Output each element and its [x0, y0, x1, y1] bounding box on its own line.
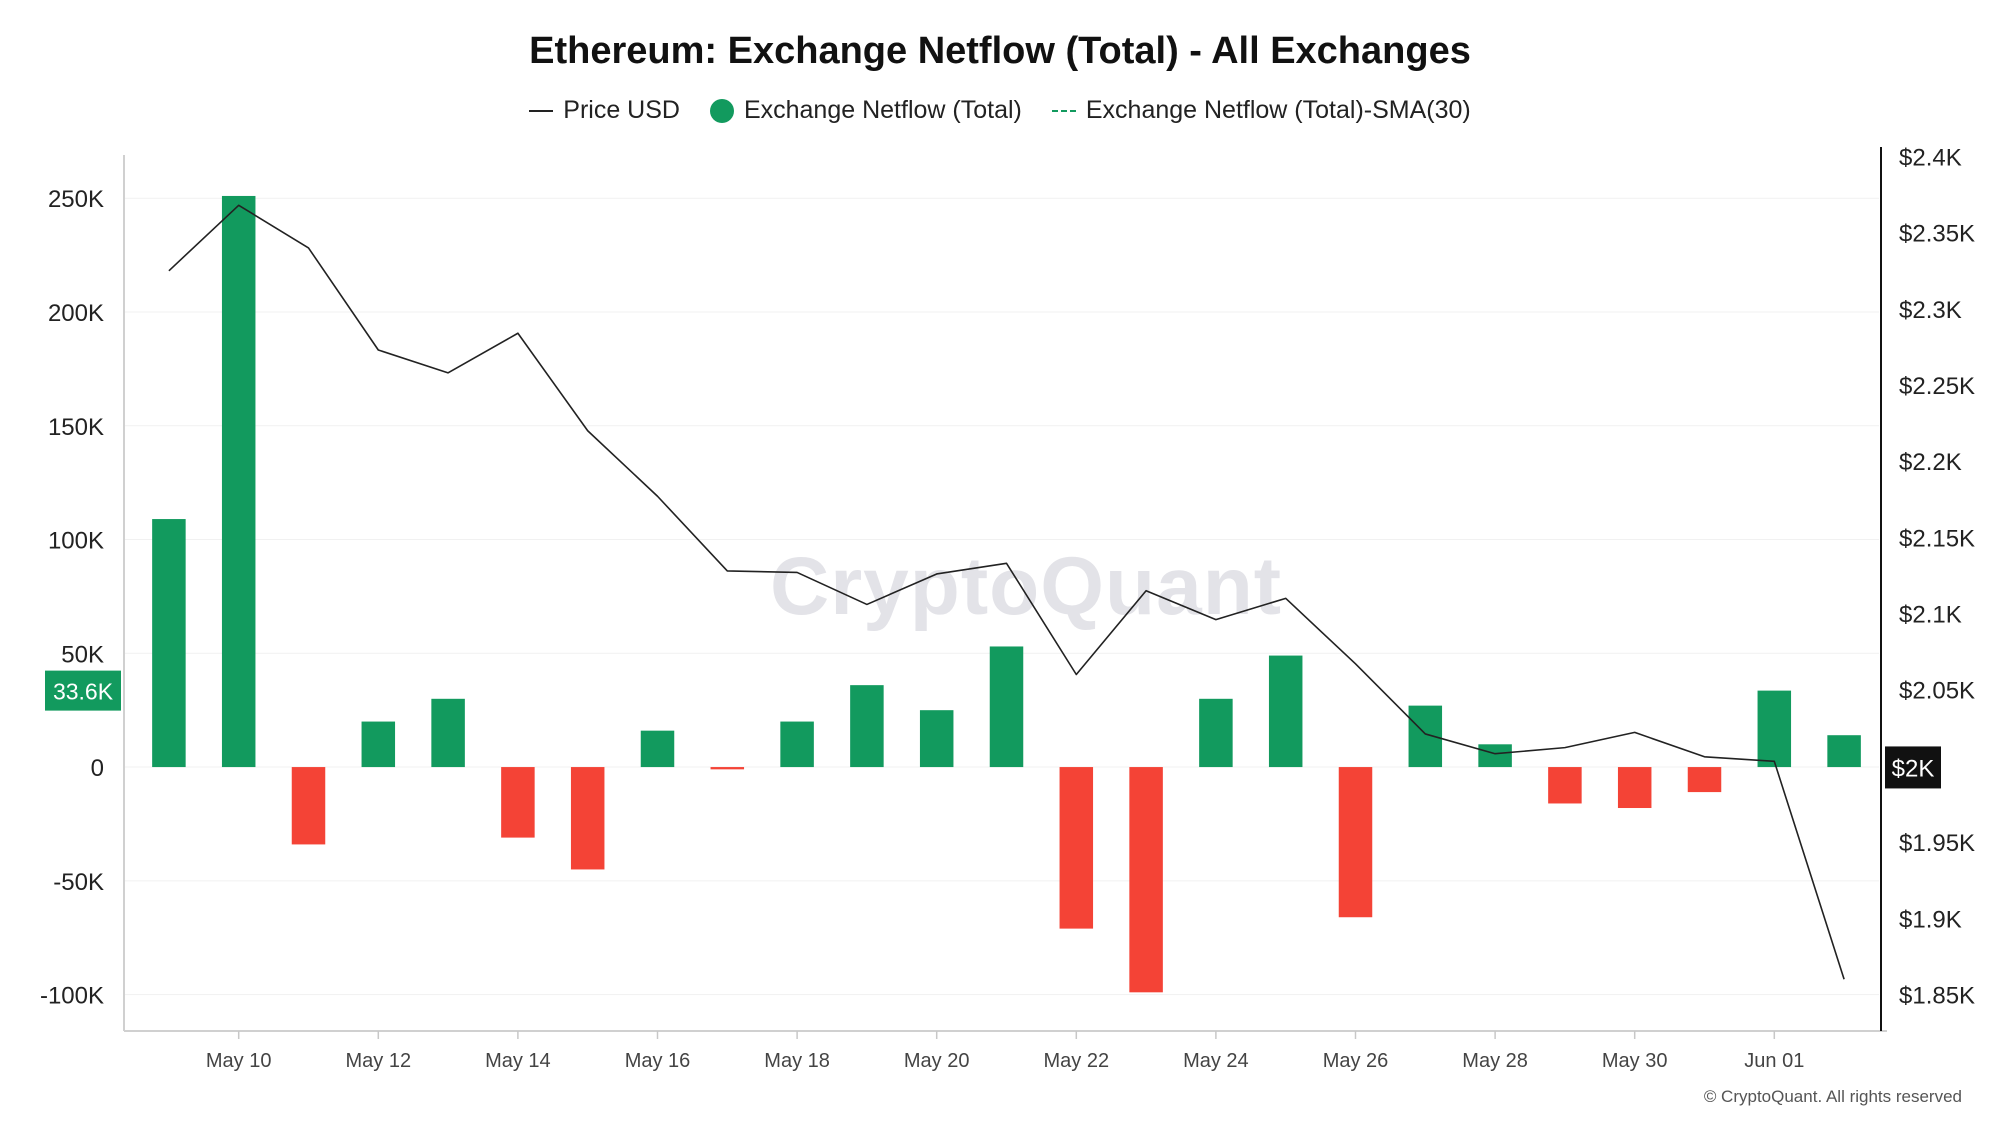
legend-item-sma[interactable]: Exchange Netflow (Total)-SMA(30): [1051, 96, 1471, 125]
left-axis-tick-label: 200K: [48, 300, 104, 327]
netflow-bar: [1338, 767, 1373, 918]
chart-title: Ethereum: Exchange Netflow (Total) - All…: [529, 30, 1471, 72]
chart-legend: Price USD Exchange Netflow (Total) Excha…: [0, 96, 2000, 125]
right-axis-tick-label: $2.35K: [1899, 221, 1975, 248]
x-axis-tick-label: May 14: [485, 1050, 551, 1072]
legend-dash-swatch: [1051, 109, 1076, 112]
netflow-bar: [431, 698, 465, 768]
netflow-bar: [1129, 767, 1163, 993]
netflow-bar: [850, 685, 884, 768]
netflow-bar: [780, 721, 814, 768]
netflow-bar: [1827, 735, 1861, 768]
x-axis-tick-label: May 24: [1183, 1050, 1249, 1072]
netflow-bar: [989, 646, 1024, 768]
right-axis-tick-label: $2.05K: [1899, 678, 1975, 705]
x-axis-tick-label: May 26: [1323, 1050, 1389, 1072]
left-axis-tick-label: 250K: [48, 186, 104, 213]
x-axis-tick-label: May 18: [764, 1050, 830, 1072]
netflow-bar: [1548, 767, 1582, 804]
netflow-bar: [152, 519, 186, 768]
legend-label-price: Price USD: [563, 96, 680, 124]
right-axis-tick-label: $2.25K: [1899, 373, 1975, 400]
x-axis-tick-label: May 30: [1602, 1050, 1668, 1072]
netflow-bar: [1408, 705, 1443, 768]
netflow-bar: [919, 710, 954, 768]
left-axis-tick-label: -50K: [53, 869, 104, 896]
netflow-bar: [501, 767, 535, 838]
legend-dot-swatch: [709, 98, 734, 123]
copyright-text: © CryptoQuant. All rights reserved: [1703, 1087, 1962, 1106]
legend-label-netflow: Exchange Netflow (Total): [743, 96, 1022, 124]
netflow-bar: [1687, 767, 1722, 793]
x-axis-tick-label: May 10: [206, 1050, 272, 1072]
right-axis-tick-label: $1.9K: [1899, 906, 1962, 933]
right-axis-tick-label: $2.4K: [1899, 145, 1962, 172]
left-axis-tick-label: -100K: [40, 983, 104, 1010]
right-axis-tick-label: $2.2K: [1899, 449, 1962, 476]
right-value-badge-text: $2K: [1892, 755, 1935, 782]
right-axis-tick-label: $2.1K: [1899, 602, 1962, 629]
right-axis-tick-label: $2.3K: [1899, 297, 1962, 324]
price-line: [168, 204, 1845, 980]
x-axis-tick-label: May 12: [346, 1050, 412, 1072]
x-axis-tick-label: Jun 01: [1744, 1050, 1804, 1072]
right-axis-tick-label: $1.85K: [1899, 982, 1975, 1009]
left-axis-tick-label: 150K: [48, 414, 104, 441]
netflow-bar: [1268, 655, 1303, 768]
legend-item-price[interactable]: Price USD: [529, 96, 680, 125]
netflow-bar: [1059, 767, 1094, 929]
left-axis-tick-label: 0: [91, 755, 104, 782]
legend-item-netflow[interactable]: Exchange Netflow (Total): [709, 96, 1022, 125]
x-axis-tick-label: May 20: [904, 1050, 970, 1072]
netflow-bar: [1757, 690, 1792, 768]
x-axis-tick-label: May 22: [1044, 1050, 1110, 1072]
netflow-bar: [1617, 767, 1652, 809]
netflow-bar: [1199, 698, 1233, 768]
left-value-badge-text: 33.6K: [53, 679, 114, 705]
right-axis-tick-label: $1.95K: [1899, 830, 1975, 857]
netflow-bar: [291, 767, 326, 845]
right-axis-tick-label: $2.15K: [1899, 525, 1975, 552]
netflow-bar: [361, 721, 396, 768]
netflow-bar: [221, 195, 256, 768]
left-value-badge: [45, 670, 121, 711]
netflow-bar: [640, 730, 675, 768]
legend-line-swatch: [529, 109, 554, 112]
left-axis-tick-label: 100K: [48, 528, 104, 555]
netflow-bar: [1478, 744, 1512, 768]
netflow-bar: [570, 767, 605, 870]
right-value-badge: [1885, 746, 1941, 789]
x-axis-tick-label: May 16: [625, 1050, 691, 1072]
left-axis-tick-label: 50K: [61, 641, 104, 668]
netflow-bar: [710, 767, 745, 770]
legend-label-sma: Exchange Netflow (Total)-SMA(30): [1085, 96, 1471, 124]
x-axis-tick-label: May 28: [1462, 1050, 1528, 1072]
watermark: CryptoQuant: [770, 541, 1283, 632]
